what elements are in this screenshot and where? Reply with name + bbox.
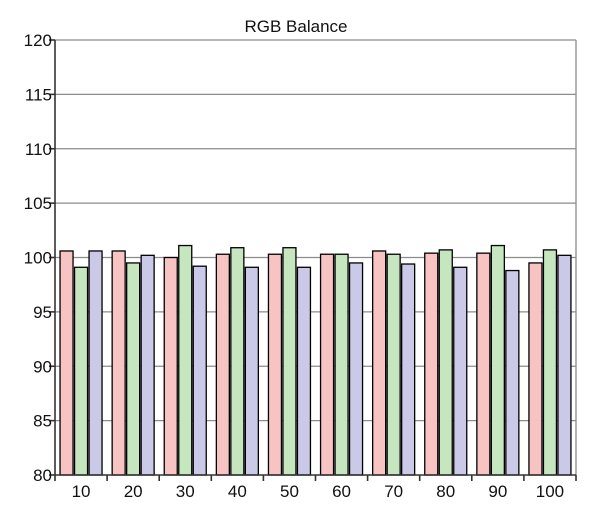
chart-title: RGB Balance [245, 17, 348, 36]
y-tick-label: 80 [33, 466, 52, 485]
bar [400, 263, 416, 476]
y-tick-label: 100 [24, 249, 52, 268]
bar [73, 266, 89, 476]
bar [111, 250, 126, 476]
x-tick-label: 100 [536, 482, 564, 501]
bar [296, 266, 312, 476]
bar [215, 253, 231, 476]
x-tick-label: 50 [280, 482, 299, 501]
y-tick-label: 85 [33, 412, 52, 431]
bar [490, 244, 506, 476]
x-tick-label: 10 [72, 482, 91, 501]
x-tick-label: 20 [124, 482, 143, 501]
bar [528, 262, 543, 476]
bars [59, 244, 572, 476]
bar [319, 253, 335, 476]
bar [140, 254, 155, 476]
x-tick-label: 30 [176, 482, 195, 501]
bar [424, 252, 439, 476]
bar [88, 250, 103, 476]
bar [192, 265, 207, 476]
x-tick-label: 80 [436, 482, 455, 501]
bar [244, 266, 260, 476]
bar [178, 244, 193, 476]
x-tick-label: 60 [332, 482, 351, 501]
bar [334, 253, 349, 476]
bar [542, 249, 558, 476]
y-tick-label: 90 [33, 357, 52, 376]
x-tick-label: 70 [384, 482, 403, 501]
x-tick-label: 40 [228, 482, 247, 501]
y-tick-label: 105 [24, 194, 52, 213]
bar [282, 247, 297, 476]
bar [163, 256, 178, 476]
bar [386, 253, 401, 476]
bar [557, 254, 572, 476]
bar [371, 250, 387, 476]
y-tick-label: 115 [25, 85, 52, 104]
bar [126, 262, 141, 476]
axes [49, 39, 577, 481]
y-tick-label: 95 [33, 303, 52, 322]
y-tick-label: 110 [25, 140, 52, 159]
x-tick-label: 90 [488, 482, 507, 501]
bar [438, 249, 453, 476]
x-tick-labels: 10 20 30 40 50 60 70 80 90 100 [72, 482, 565, 501]
bar [230, 247, 245, 476]
bar [267, 253, 283, 476]
bar [453, 266, 468, 476]
y-tick-label: 120 [24, 31, 52, 50]
bar [476, 252, 491, 476]
bar [59, 250, 74, 476]
bar [505, 269, 520, 476]
y-tick-labels: 80 85 90 95 100 105 110 115 120 [24, 31, 52, 485]
bar [348, 262, 364, 476]
